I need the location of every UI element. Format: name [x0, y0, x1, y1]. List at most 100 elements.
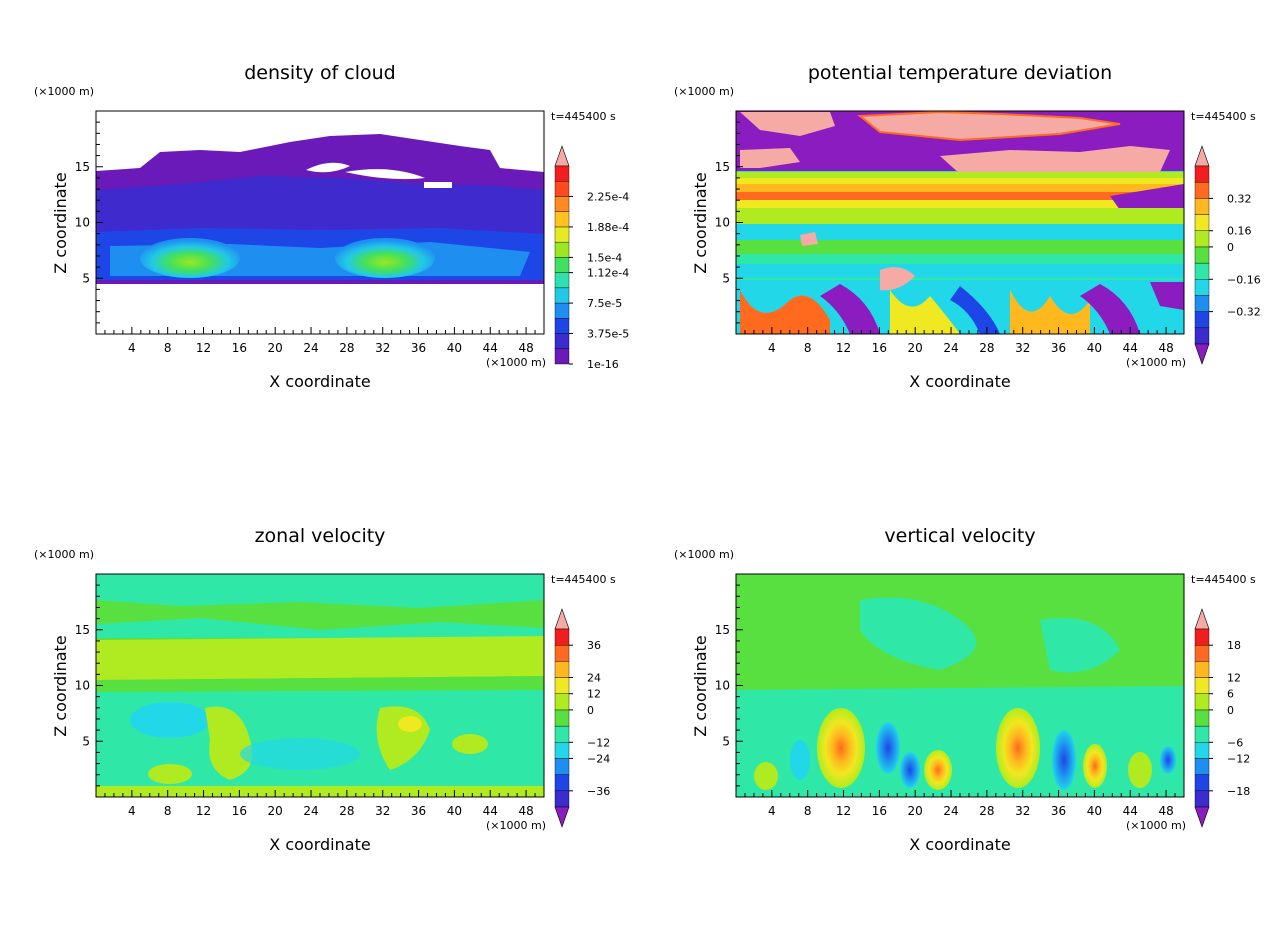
x-axis-label: X coordinate	[909, 372, 1010, 391]
field-plume	[950, 286, 1000, 334]
x-tick-label: 24	[943, 804, 958, 818]
colorbar-label: 0	[587, 704, 594, 717]
x-tick-label: 4	[768, 804, 776, 818]
x-unit-label: (×1000 m)	[1126, 819, 1186, 832]
y-ticks: 5 10 15	[75, 121, 103, 324]
y-unit-label: (×1000 m)	[34, 85, 94, 98]
x-tick-label: 16	[872, 804, 887, 818]
x-tick-label: 44	[1123, 341, 1138, 355]
x-tick-label: 40	[1087, 341, 1102, 355]
field-band	[736, 200, 1184, 208]
colorbar-swatch	[554, 348, 570, 365]
time-label: t=445400 s	[551, 110, 616, 123]
field-blob	[398, 716, 422, 732]
x-unit-label: (×1000 m)	[486, 356, 546, 369]
y-tick-label: 10	[715, 679, 730, 693]
colorbar-over-triangle	[1194, 145, 1210, 167]
field-band	[736, 240, 1184, 254]
x-tick-label: 40	[447, 804, 462, 818]
field-plume	[820, 284, 880, 334]
colorbar-under-triangle	[1194, 343, 1210, 365]
field-patch	[1110, 184, 1184, 212]
x-tick-label: 4	[768, 341, 776, 355]
x-tick-label: 16	[232, 341, 247, 355]
updraft	[996, 708, 1040, 788]
colorbar-label: 1.88e-4	[587, 221, 629, 234]
colorbar-label: 0	[1227, 241, 1234, 254]
field-patch	[740, 112, 835, 136]
colorbar-swatch	[1194, 709, 1210, 727]
colorbar-swatch	[1194, 725, 1210, 743]
colorbar-label: 1e-16	[587, 358, 619, 371]
colorbar: −0.32 −0.16 0 0.16 0.32	[1194, 145, 1261, 365]
x-tick-label: 12	[196, 804, 211, 818]
colorbar-swatch	[554, 790, 570, 808]
x-tick-label: 36	[411, 341, 426, 355]
colorbar-swatch	[554, 709, 570, 727]
x-tick-label: 36	[1051, 804, 1066, 818]
x-tick-label: 20	[268, 804, 283, 818]
y-tick-label: 5	[82, 734, 90, 748]
colorbar-swatch	[554, 272, 570, 289]
field-edge	[857, 111, 1121, 142]
y-ticks: 5 10 15	[715, 584, 743, 787]
colorbar-label: 36	[587, 639, 601, 652]
x-tick-label: 48	[1158, 804, 1173, 818]
y-tick-label: 5	[82, 271, 90, 285]
panel-zonal-velocity: zonal velocity (×1000 m) (×1000 m) t=445…	[34, 525, 616, 854]
updraft	[817, 708, 865, 788]
field-patch	[940, 146, 1170, 176]
x-unit-label: (×1000 m)	[1126, 356, 1186, 369]
field-blob	[205, 706, 253, 780]
colorbar-swatch	[1194, 279, 1210, 296]
x-tick-label: 16	[872, 341, 887, 355]
colorbar-swatch	[554, 226, 570, 243]
y-tick-label: 5	[722, 734, 730, 748]
time-label: t=445400 s	[1191, 573, 1256, 586]
colorbar-swatch	[1194, 628, 1210, 646]
downdraft	[1160, 746, 1176, 774]
colorbar-swatch	[1194, 311, 1210, 329]
colorbar-under-triangle	[554, 806, 570, 828]
colorbar: −18 −12 −6 0 6 12 18	[1194, 608, 1250, 828]
colorbar-label: −0.32	[1227, 306, 1261, 319]
x-ticks: 4 8 12 16 20 24 28 32 36 40 44 48	[104, 327, 536, 355]
x-tick-label: 12	[836, 804, 851, 818]
colorbar-label: 6	[1227, 688, 1234, 701]
colorbar-swatch	[1194, 295, 1210, 312]
y-tick-label: 15	[75, 160, 90, 174]
x-tick-label: 36	[411, 804, 426, 818]
downdraft	[1052, 730, 1076, 790]
x-tick-label: 28	[339, 341, 354, 355]
colorbar-over-triangle	[554, 145, 570, 167]
cloud-base	[96, 280, 544, 284]
panel-title: zonal velocity	[255, 525, 386, 547]
field-band	[736, 224, 1184, 240]
colorbar-swatch	[554, 677, 570, 694]
downdraft	[900, 752, 920, 788]
x-tick-label: 4	[128, 341, 136, 355]
x-tick-label: 16	[232, 804, 247, 818]
x-tick-label: 48	[518, 341, 533, 355]
colorbar-swatch	[554, 181, 570, 197]
x-tick-label: 4	[128, 804, 136, 818]
y-unit-label: (×1000 m)	[674, 85, 734, 98]
y-axis-label: Z coordinate	[691, 172, 710, 273]
colorbar-over-triangle	[1194, 608, 1210, 630]
panel-vertical-velocity: vertical velocity (×1000 m) (×1000 m) t=…	[674, 525, 1256, 854]
x-tick-label: 24	[303, 804, 318, 818]
colorbar-over-triangle	[554, 608, 570, 630]
updraft	[1083, 744, 1107, 788]
colorbar-label: 3.75e-5	[587, 328, 629, 341]
colorbar-label: 18	[1227, 639, 1241, 652]
field-patch	[880, 267, 915, 291]
downdraft	[876, 722, 900, 774]
colorbar-label: 12	[1227, 672, 1241, 685]
colorbar-label: −0.16	[1227, 273, 1261, 286]
colorbar-swatch	[554, 758, 570, 775]
colorbar-swatch	[554, 742, 570, 759]
field-plume	[1080, 284, 1140, 334]
field-band	[736, 184, 1184, 192]
field-band	[736, 192, 1136, 200]
x-tick-label: 32	[375, 804, 390, 818]
